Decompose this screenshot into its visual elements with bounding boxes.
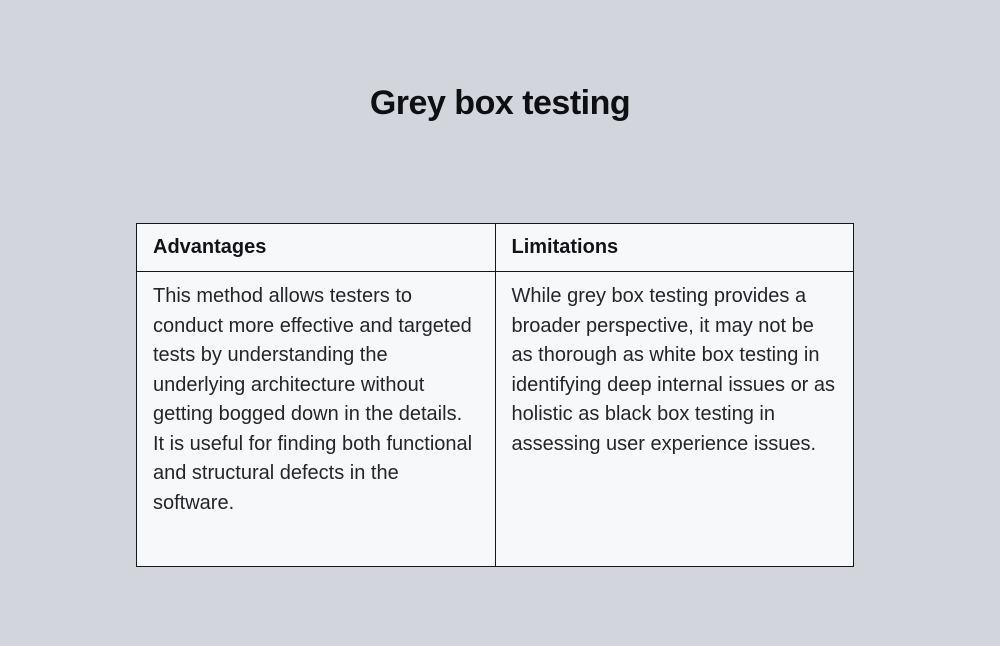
- limitations-cell: While grey box testing provides a broade…: [494, 271, 854, 567]
- page-title: Grey box testing: [369, 84, 631, 122]
- table-header-row: Advantages Limitations: [136, 223, 854, 272]
- column-header-limitations: Limitations: [494, 223, 854, 272]
- comparison-table: Advantages Limitations This method allow…: [136, 223, 854, 567]
- table-body: This method allows testers to conduct mo…: [136, 271, 854, 567]
- column-header-advantages: Advantages: [136, 223, 496, 272]
- table-row: This method allows testers to conduct mo…: [136, 271, 854, 567]
- table-header: Advantages Limitations: [136, 223, 854, 272]
- advantages-cell: This method allows testers to conduct mo…: [136, 271, 496, 567]
